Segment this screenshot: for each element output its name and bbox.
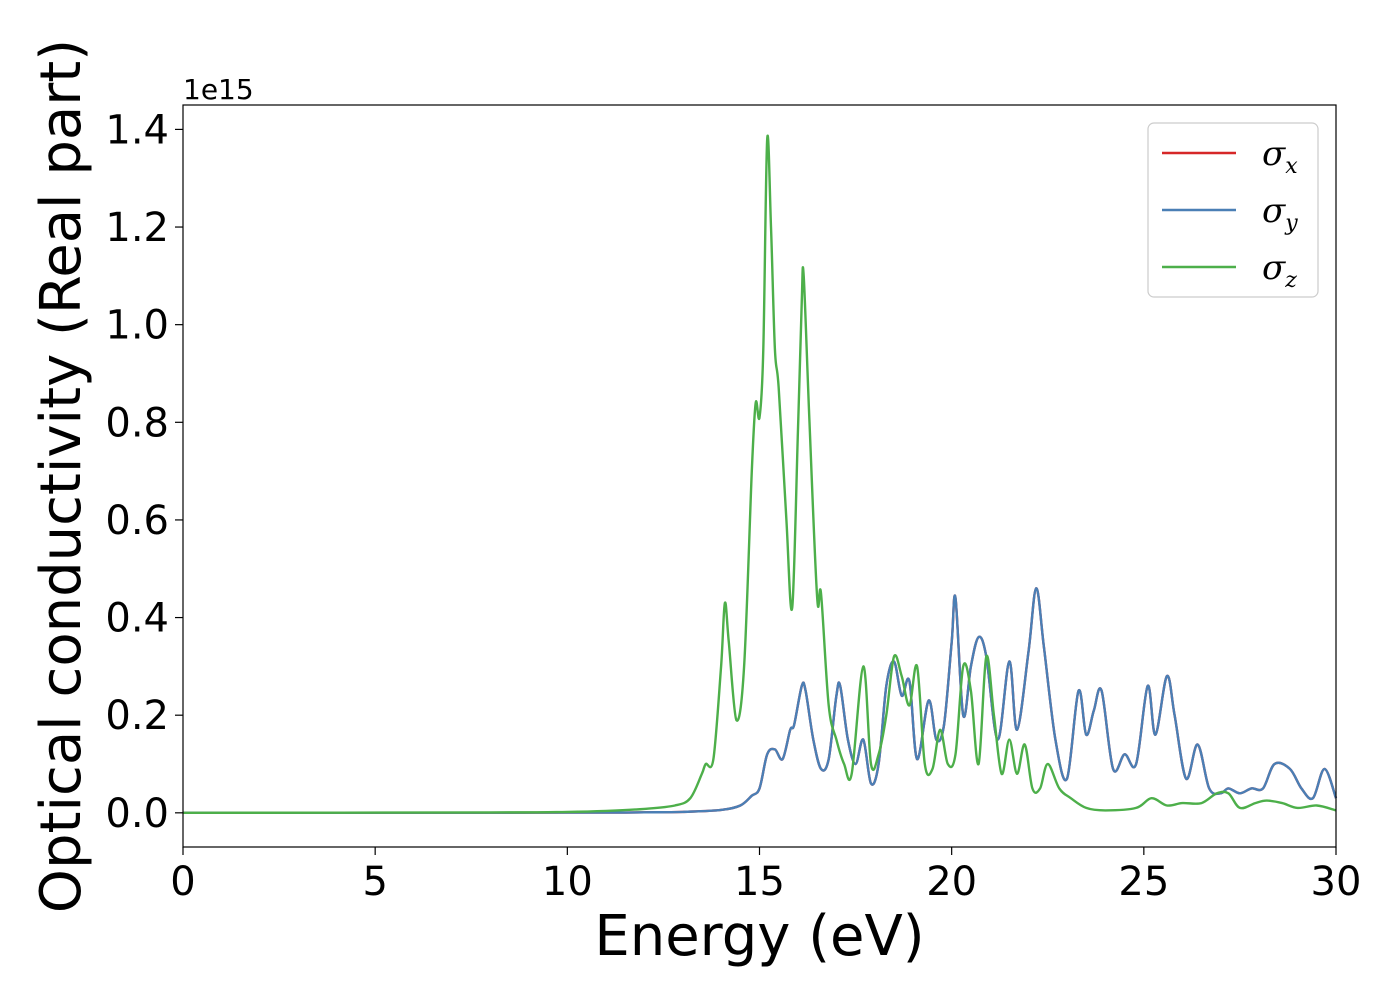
legend-label-subscript: x bbox=[1285, 154, 1298, 179]
legend-label-base: σ bbox=[1262, 191, 1286, 231]
y-tick-label: 1.4 bbox=[105, 107, 169, 153]
y-tick-label: 0.8 bbox=[105, 400, 169, 446]
x-tick-label: 25 bbox=[1118, 859, 1169, 905]
series-line-z bbox=[182, 134, 1337, 814]
y-axis: 0.0 0.2 0.4 0.6 0.8 1.0 1.2 1.4 bbox=[105, 107, 183, 837]
legend-label-z: σz bbox=[1262, 248, 1297, 293]
x-tick-label: 0 bbox=[170, 859, 195, 905]
y-axis-label: Optical conductivity (Real part) bbox=[29, 39, 94, 913]
y-tick-label: 0.0 bbox=[105, 791, 169, 837]
legend-label-y: σy bbox=[1262, 191, 1298, 236]
legend-label-base: σ bbox=[1262, 134, 1286, 174]
series-line-y bbox=[182, 587, 1338, 814]
x-tick-label: 10 bbox=[542, 859, 593, 905]
y-tick-label: 1.2 bbox=[105, 205, 169, 251]
y-tick-label: 0.6 bbox=[105, 498, 169, 544]
x-tick-label: 15 bbox=[734, 859, 785, 905]
y-tick-label: 0.4 bbox=[105, 596, 169, 642]
x-axis-label: Energy (eV) bbox=[594, 904, 924, 969]
y-tick-label: 1.0 bbox=[105, 303, 169, 349]
legend-label-subscript: z bbox=[1284, 268, 1297, 293]
legend-label-x: σx bbox=[1262, 134, 1298, 179]
legend-label-base: σ bbox=[1262, 248, 1286, 288]
x-tick-label: 30 bbox=[1311, 859, 1362, 905]
legend-label-subscript: y bbox=[1284, 211, 1298, 236]
x-tick-label: 5 bbox=[362, 859, 387, 905]
plot-lines bbox=[182, 134, 1338, 814]
y-offset-label: 1e15 bbox=[183, 73, 254, 106]
x-axis: 0 5 10 15 20 25 30 bbox=[170, 847, 1361, 905]
x-tick-label: 20 bbox=[926, 859, 977, 905]
y-tick-label: 0.2 bbox=[105, 693, 169, 739]
